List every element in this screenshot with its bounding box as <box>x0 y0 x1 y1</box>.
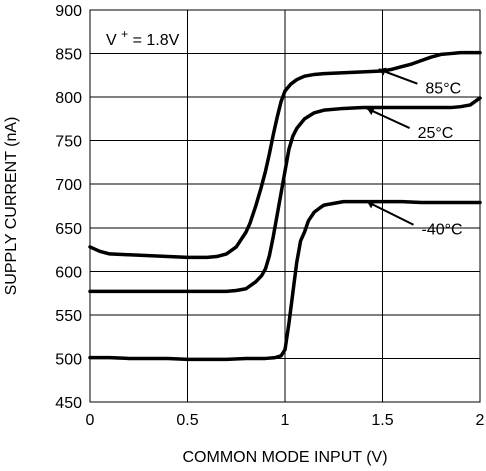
condition-value: = 1.8V <box>133 32 180 49</box>
x-tick-label: 0 <box>86 412 95 429</box>
annotation-layer: 85°C 25°C -40°C <box>366 67 463 239</box>
condition-superscript: + <box>121 27 128 41</box>
series-line-1 <box>88 50 482 260</box>
x-tick-label: 0.5 <box>176 412 198 429</box>
annotation-arrow-line-2 <box>366 107 411 129</box>
x-tick-label: 1.5 <box>371 412 393 429</box>
annotation-arrowhead-2 <box>366 107 375 116</box>
y-tick-label: 700 <box>55 177 82 194</box>
annotation-arrowhead-1 <box>378 67 387 76</box>
x-axis-title: COMMON MODE INPUT (V) <box>182 449 387 466</box>
y-tick-label: 500 <box>55 351 82 368</box>
y-tick-label: 600 <box>55 264 82 281</box>
y-tick-label: 450 <box>55 395 82 412</box>
series-layer <box>88 50 482 362</box>
y-tick-label: 550 <box>55 308 82 325</box>
y-tick-label: 750 <box>55 134 82 151</box>
annotation-label-3: -40°C <box>422 222 463 239</box>
condition-label: V + = 1.8V <box>106 25 180 49</box>
annotation-arrow-line-1 <box>378 68 418 85</box>
x-tick-label: 2 <box>476 412 485 429</box>
annotation-label-2: 25°C <box>418 125 454 142</box>
annotation-label-1: 85°C <box>425 81 461 98</box>
tick-label-layer: 0 0.5 1 1.5 2 450 500 550 600 650 700 750 800 850 900 <box>55 3 484 429</box>
annotation-arrow-line-3 <box>366 200 414 226</box>
condition-prefix: V <box>106 32 117 49</box>
plot-frame <box>89 9 481 403</box>
y-tick-label: 800 <box>55 90 82 107</box>
x-tick-label: 1 <box>281 412 290 429</box>
y-tick-label: 900 <box>55 3 82 20</box>
y-tick-label: 650 <box>55 221 82 238</box>
y-tick-label: 850 <box>55 47 82 64</box>
y-axis-title: SUPPLY CURRENT (nA) <box>3 117 20 296</box>
series-line-3 <box>88 199 482 362</box>
annotation-arrowhead-3 <box>366 200 375 209</box>
series-line-2 <box>88 96 482 294</box>
